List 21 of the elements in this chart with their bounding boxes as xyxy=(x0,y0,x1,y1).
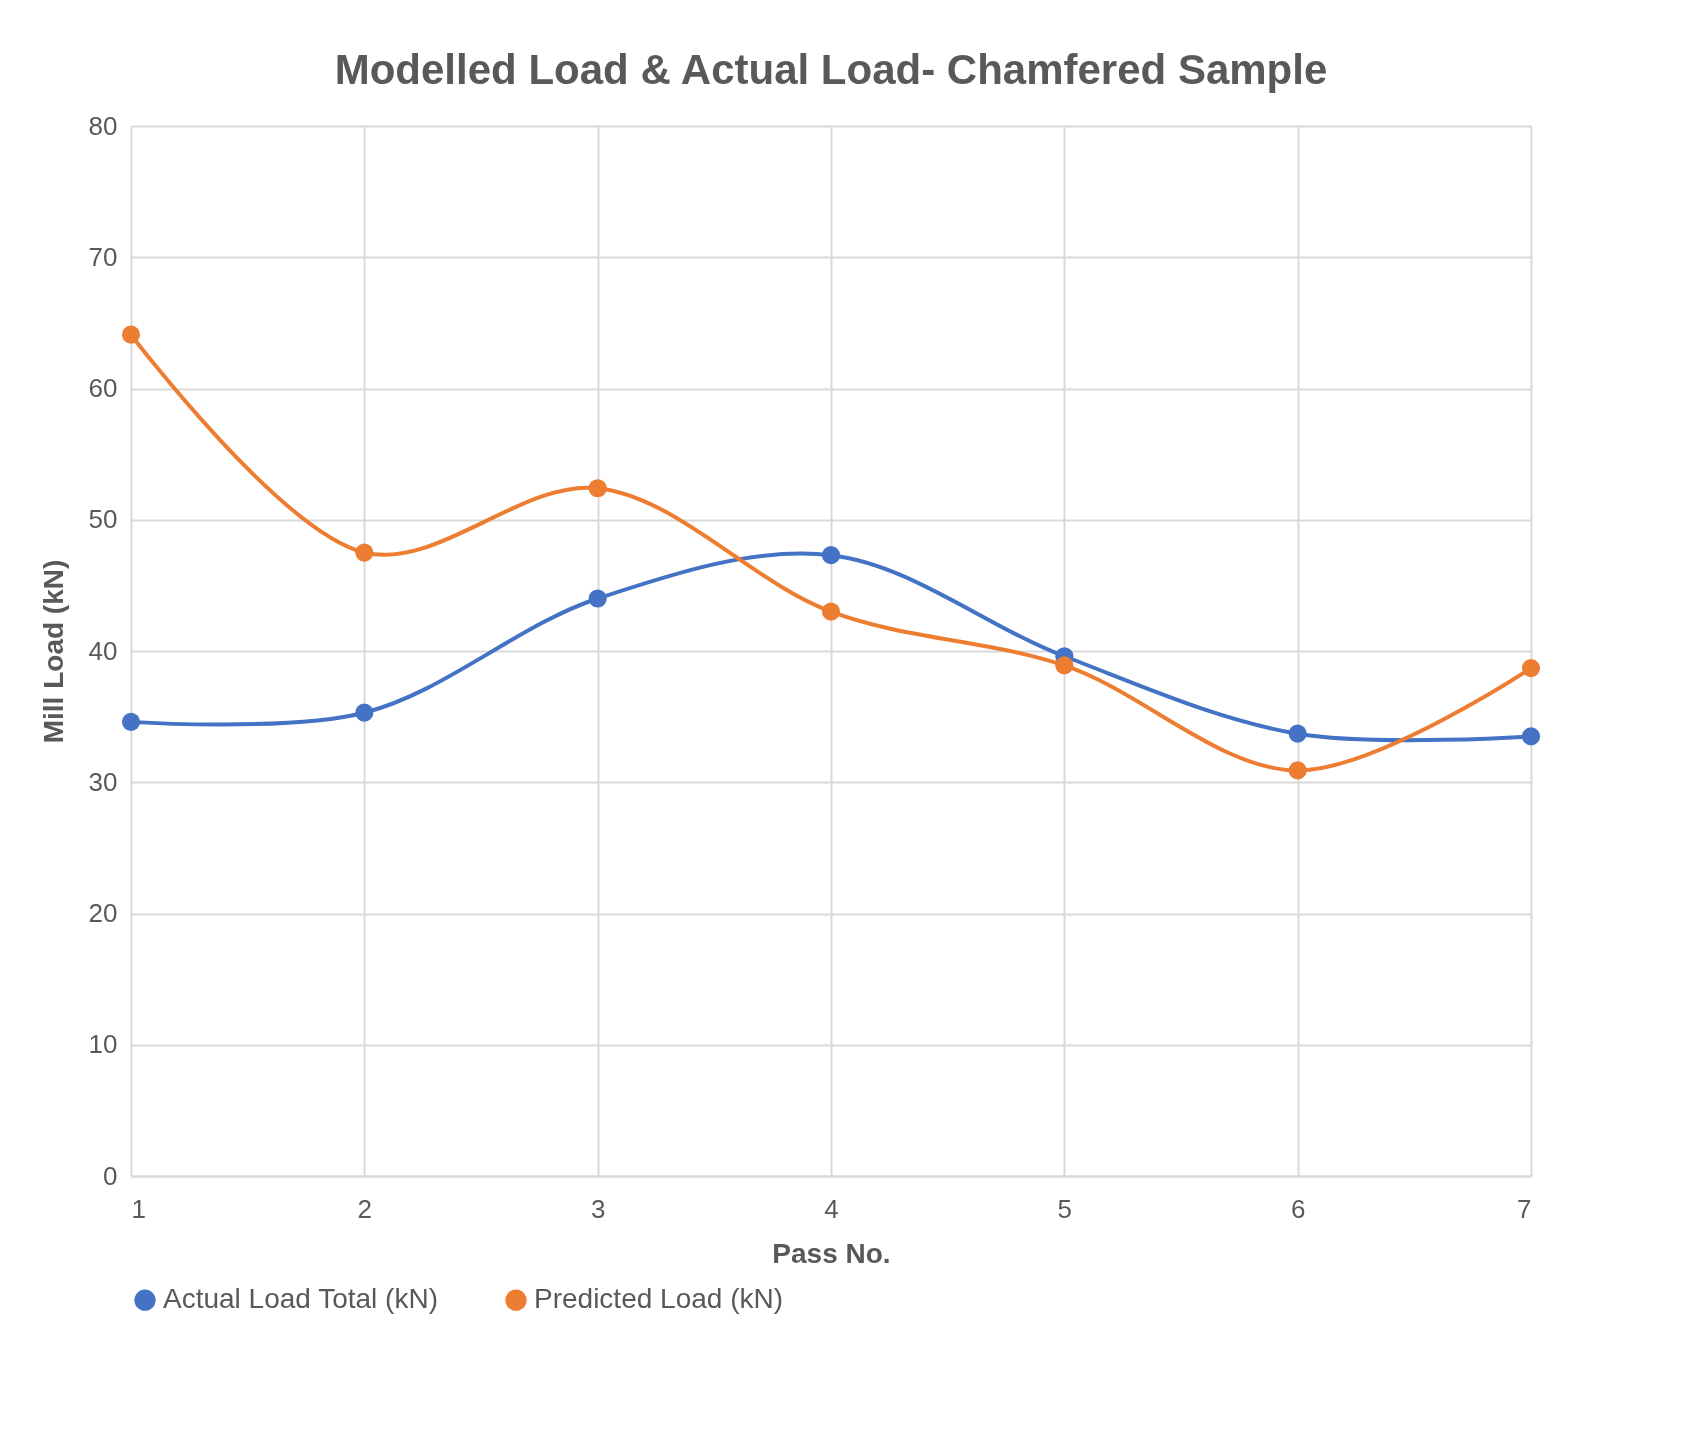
legend-label: Actual Load Total (kN) xyxy=(163,1283,438,1315)
y-tick-label: 30 xyxy=(88,766,118,797)
y-tick-label: 40 xyxy=(88,635,118,666)
y-axis-title: Mill Load (kN) xyxy=(37,559,69,744)
x-tick-label: 2 xyxy=(357,1193,373,1224)
y-tick-label: 60 xyxy=(88,373,118,403)
y-tick-label: 70 xyxy=(88,241,118,272)
chart-title: Modelled Load & Actual Load- Chamfered Sample xyxy=(334,46,1328,93)
y-tick-label: 10 xyxy=(88,1029,118,1060)
y-tick-label: 20 xyxy=(88,898,118,928)
y-tick-label: 80 xyxy=(88,110,118,141)
x-tick-label: 1 xyxy=(131,1193,146,1224)
x-tick-label: 4 xyxy=(824,1193,839,1224)
x-tick-label: 7 xyxy=(1517,1193,1532,1224)
x-tick-label: 3 xyxy=(590,1193,606,1224)
y-tick-label: 0 xyxy=(103,1160,118,1191)
x-axis-title: Pass No. xyxy=(772,1237,891,1269)
x-tick-label: 5 xyxy=(1057,1193,1073,1224)
y-tick-label: 50 xyxy=(88,504,118,535)
legend-label: Predicted Load (kN) xyxy=(534,1283,784,1315)
x-tick-label: 6 xyxy=(1290,1193,1306,1224)
